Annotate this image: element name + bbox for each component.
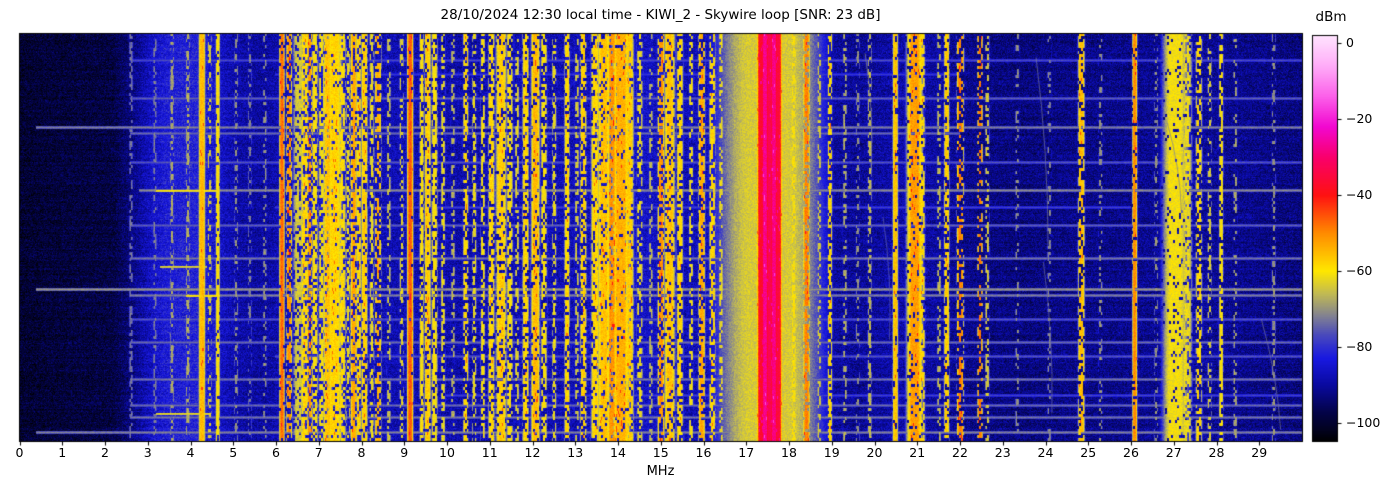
- x-tick-label: 23: [994, 445, 1011, 460]
- x-tick-label: 9: [400, 445, 409, 460]
- colorbar-tick-label: −80: [1346, 338, 1373, 354]
- x-axis-label: MHz: [646, 464, 675, 479]
- x-tick-label: 14: [610, 445, 626, 460]
- x-tick-label: 25: [1080, 445, 1097, 460]
- x-tick-label: 1: [58, 445, 67, 460]
- x-tick-label: 10: [439, 445, 455, 460]
- x-tick-label: 21: [909, 445, 926, 460]
- colorbar-tick-label: 0: [1346, 35, 1354, 51]
- colorbar-unit-label: dBm: [1315, 9, 1347, 25]
- x-tick-label: 8: [357, 445, 366, 460]
- colorbar-tick-label: −40: [1346, 186, 1373, 202]
- x-tick-label: 11: [481, 445, 498, 460]
- x-tick-label: 6: [272, 445, 280, 460]
- x-tick-label: 22: [952, 445, 968, 460]
- x-tick-label: 20: [866, 445, 883, 460]
- x-tick-label: 19: [823, 445, 840, 460]
- plot-title: 28/10/2024 12:30 local time - KIWI_2 - S…: [440, 7, 881, 23]
- x-tick-label: 7: [314, 445, 323, 460]
- x-tick-label: 3: [143, 445, 152, 460]
- x-tick-label: 18: [781, 445, 797, 460]
- x-tick-label: 29: [1251, 445, 1268, 460]
- x-tick-label: 12: [524, 445, 541, 460]
- x-tick-label: 0: [15, 445, 24, 460]
- x-tick-label: 13: [567, 445, 584, 460]
- colorbar-tick-label: −60: [1346, 262, 1373, 278]
- x-tick-label: 28: [1208, 445, 1225, 460]
- x-tick-label: 24: [1037, 445, 1054, 460]
- x-tick-label: 16: [695, 445, 712, 460]
- x-tick-label: 15: [652, 445, 669, 460]
- x-tick-label: 4: [186, 445, 195, 460]
- colorbar-tick-label: −100: [1346, 414, 1381, 430]
- x-tick-label: 5: [229, 445, 238, 460]
- x-tick-label: 27: [1165, 445, 1182, 460]
- colorbar-tick-label: −20: [1346, 110, 1373, 126]
- x-tick-label: 2: [101, 445, 109, 460]
- x-tick-label: 17: [738, 445, 755, 460]
- x-tick-label: 26: [1123, 445, 1139, 460]
